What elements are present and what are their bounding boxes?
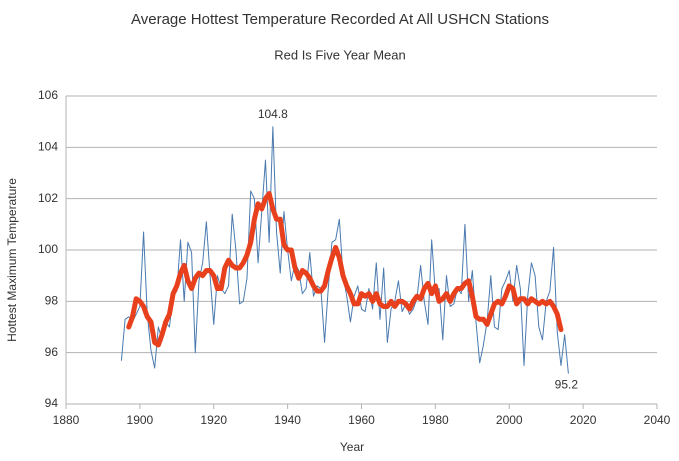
x-tick-label: 1880 bbox=[53, 413, 80, 427]
y-tick-label: 98 bbox=[45, 294, 59, 308]
x-axis-label: Year bbox=[340, 440, 364, 454]
chart-subtitle: Red Is Five Year Mean bbox=[274, 47, 406, 62]
y-tick-label: 100 bbox=[38, 242, 58, 256]
y-tick-label: 102 bbox=[38, 191, 58, 205]
x-tick-label: 1980 bbox=[422, 413, 449, 427]
x-tick-label: 1940 bbox=[274, 413, 301, 427]
y-tick-label: 104 bbox=[38, 140, 58, 154]
x-tick-label: 2000 bbox=[496, 413, 523, 427]
x-tick-label: 1900 bbox=[127, 413, 154, 427]
annotation: 104.8 bbox=[258, 107, 288, 121]
y-axis-label: Hottest Maximum Temperature bbox=[5, 178, 19, 342]
annotation: 95.2 bbox=[555, 377, 579, 391]
y-tick-label: 96 bbox=[45, 345, 59, 359]
series-line bbox=[126, 191, 564, 348]
chart-title: Average Hottest Temperature Recorded At … bbox=[131, 11, 549, 28]
x-tick-label: 1960 bbox=[348, 413, 375, 427]
x-tick-label: 1920 bbox=[200, 413, 227, 427]
y-tick-label: 106 bbox=[38, 88, 58, 102]
x-tick-label: 2040 bbox=[644, 413, 671, 427]
x-tick-label: 2020 bbox=[570, 413, 597, 427]
y-tick-label: 94 bbox=[45, 396, 59, 410]
